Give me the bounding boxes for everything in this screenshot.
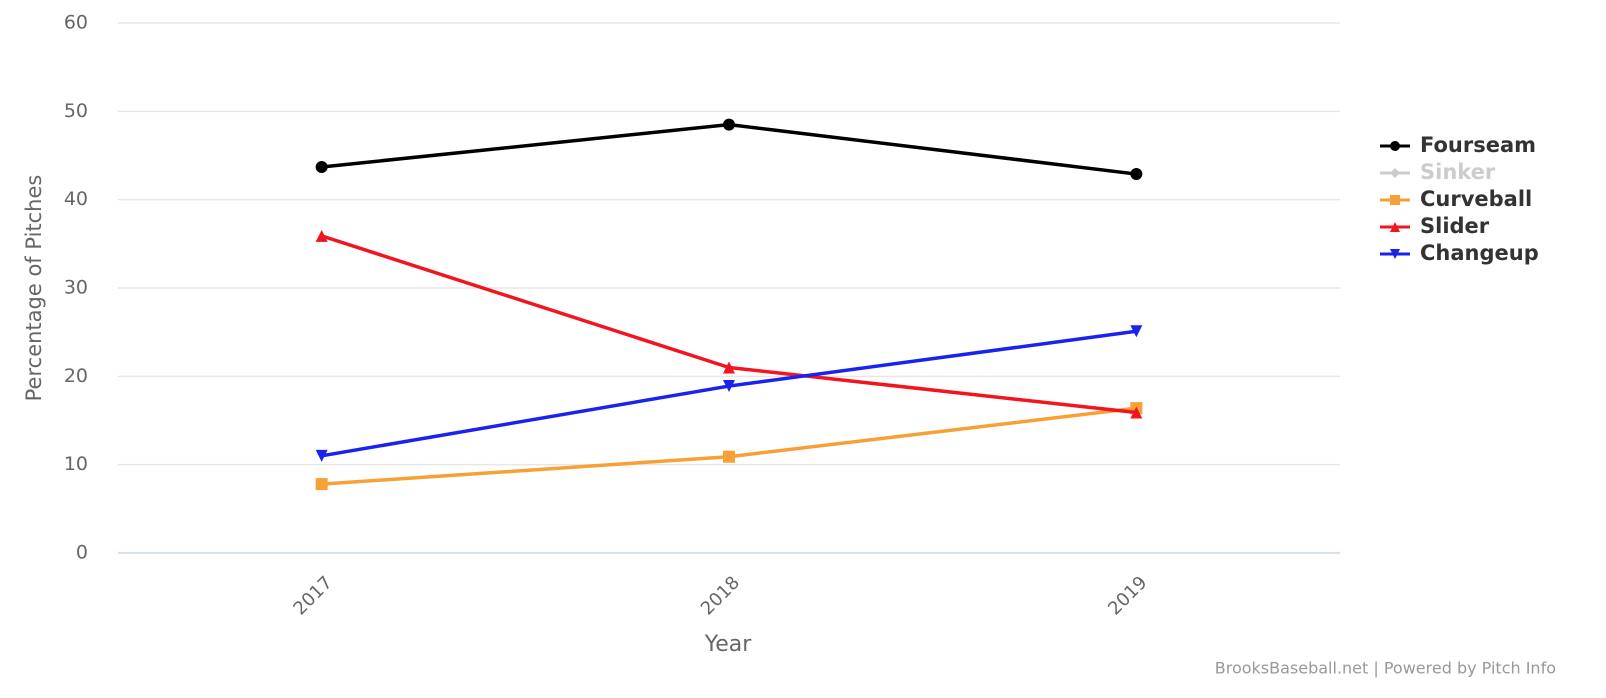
data-point [1130, 168, 1143, 181]
legend-label: Curveball [1420, 187, 1532, 211]
data-point [723, 380, 735, 393]
data-point [723, 361, 735, 374]
y-tick-label: 20 [64, 365, 88, 387]
y-tick-label: 50 [64, 100, 88, 122]
legend-label: Slider [1420, 214, 1490, 238]
y-tick-label: 60 [64, 12, 88, 34]
x-tick-label: 2017 [289, 572, 336, 619]
data-point [1130, 406, 1143, 419]
series-line [321, 329, 1137, 458]
legend-label: Changeup [1420, 241, 1539, 265]
x-tick-label: 2018 [697, 572, 744, 619]
y-tick-label: 0 [76, 542, 88, 564]
legend-marker [1390, 168, 1400, 178]
data-point [1130, 325, 1143, 338]
y-tick-label: 10 [64, 453, 88, 475]
data-point [315, 160, 328, 173]
series-line [321, 122, 1137, 176]
credit: BrooksBaseball.net | Powered by Pitch In… [1215, 659, 1556, 678]
data-point [723, 118, 735, 131]
y-tick-label: 40 [64, 188, 88, 210]
legend-marker [1390, 249, 1400, 259]
y-tick-label: 30 [64, 277, 88, 299]
data-point [315, 449, 328, 462]
data-point [315, 229, 328, 242]
legend-label: Sinker [1420, 160, 1496, 184]
x-axis-title: Year [704, 632, 753, 657]
data-point [315, 478, 328, 491]
legend-label: Fourseam [1420, 133, 1536, 157]
data-point [723, 450, 735, 463]
series-line [321, 406, 1137, 486]
legend-marker [1390, 141, 1400, 151]
y-axis-title: Percentage of Pitches [22, 175, 46, 402]
x-tick-label: 2019 [1104, 572, 1151, 619]
legend-marker [1390, 222, 1400, 232]
legend-marker [1390, 195, 1400, 205]
